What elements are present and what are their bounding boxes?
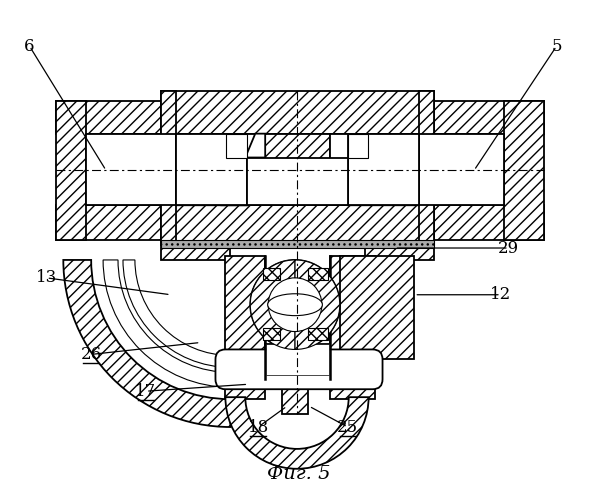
Polygon shape (308, 268, 328, 280)
Bar (161, 240, 434, 248)
Wedge shape (103, 260, 230, 387)
Polygon shape (504, 101, 544, 240)
Polygon shape (414, 134, 504, 205)
Polygon shape (56, 101, 176, 134)
Wedge shape (63, 260, 230, 427)
Polygon shape (347, 134, 368, 158)
Text: Фиг. 5: Фиг. 5 (267, 465, 331, 483)
Text: 17: 17 (135, 382, 157, 400)
Polygon shape (308, 328, 328, 340)
Polygon shape (330, 134, 419, 205)
Polygon shape (282, 378, 308, 414)
Polygon shape (225, 256, 265, 399)
Polygon shape (248, 158, 347, 205)
Text: 13: 13 (36, 270, 57, 286)
Polygon shape (56, 101, 86, 240)
Polygon shape (263, 328, 280, 340)
Polygon shape (56, 205, 176, 240)
Text: 26: 26 (81, 346, 102, 363)
Polygon shape (176, 134, 248, 205)
Polygon shape (414, 101, 544, 134)
Ellipse shape (268, 294, 322, 316)
Polygon shape (265, 134, 330, 205)
Polygon shape (419, 91, 434, 245)
Text: 18: 18 (248, 418, 269, 436)
Polygon shape (347, 158, 419, 205)
Polygon shape (161, 205, 434, 245)
Polygon shape (263, 376, 330, 389)
Text: 5: 5 (551, 38, 562, 54)
Polygon shape (245, 134, 265, 158)
Wedge shape (123, 260, 230, 368)
Polygon shape (161, 245, 230, 260)
Polygon shape (245, 134, 265, 205)
Polygon shape (161, 91, 176, 245)
Polygon shape (265, 344, 330, 380)
Polygon shape (347, 134, 419, 205)
Polygon shape (161, 91, 434, 134)
Polygon shape (86, 134, 176, 205)
Polygon shape (330, 256, 374, 399)
Text: 12: 12 (490, 286, 511, 303)
Text: 29: 29 (498, 240, 520, 256)
Wedge shape (295, 260, 340, 350)
Wedge shape (225, 397, 368, 469)
Polygon shape (365, 245, 434, 260)
Polygon shape (263, 268, 280, 280)
Polygon shape (227, 134, 248, 158)
Wedge shape (251, 260, 295, 350)
Polygon shape (176, 134, 265, 205)
Polygon shape (414, 205, 544, 240)
FancyBboxPatch shape (215, 350, 383, 389)
Polygon shape (176, 158, 248, 205)
Text: 25: 25 (337, 418, 358, 436)
Polygon shape (266, 344, 329, 376)
Circle shape (251, 260, 340, 350)
Polygon shape (340, 256, 414, 360)
Text: 6: 6 (25, 38, 35, 54)
Polygon shape (330, 134, 350, 205)
Polygon shape (221, 158, 248, 205)
